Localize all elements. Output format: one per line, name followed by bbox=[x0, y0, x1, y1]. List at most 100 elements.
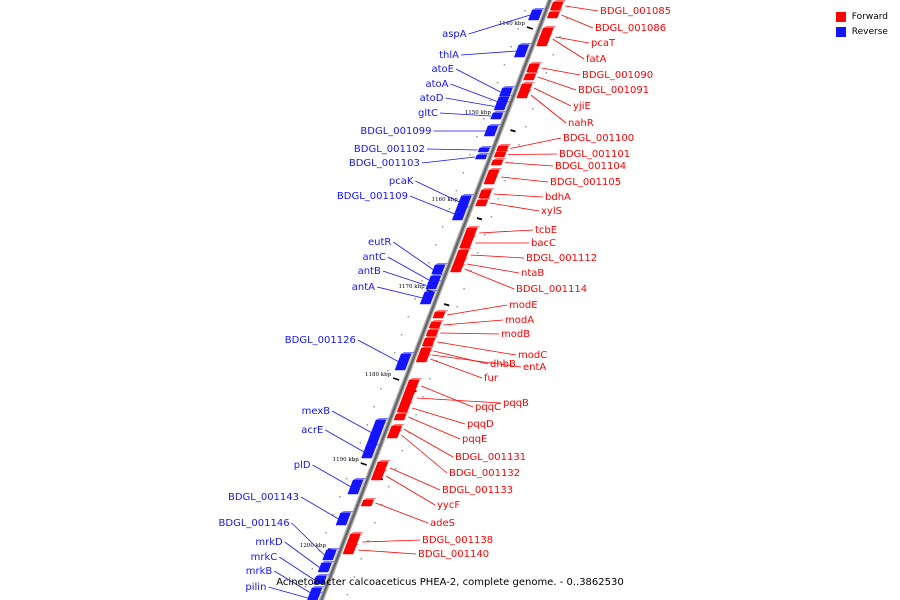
forward-gene-feature-top bbox=[518, 90, 532, 92]
forward-gene-leader bbox=[421, 385, 474, 408]
backbone-dot bbox=[518, 144, 520, 146]
forward-gene-feature-top bbox=[400, 402, 414, 404]
reverse-gene-label: antA bbox=[352, 282, 375, 293]
reverse-gene-leader bbox=[409, 195, 455, 215]
reverse-gene-feature-top bbox=[428, 280, 442, 282]
forward-gene-leader bbox=[466, 263, 520, 274]
forward-gene-label: fur bbox=[484, 373, 499, 384]
backbone-dot bbox=[476, 136, 478, 138]
forward-gene-feature-top bbox=[389, 430, 403, 432]
reverse-gene-label: aspA bbox=[442, 29, 467, 40]
forward-gene-feature-top bbox=[391, 424, 405, 426]
reverse-gene-label: BDGL_001109 bbox=[337, 191, 408, 202]
forward-gene-label: yjiE bbox=[573, 101, 591, 112]
reverse-gene-leader bbox=[415, 180, 460, 203]
reverse-gene-feature bbox=[528, 9, 543, 21]
forward-gene-feature bbox=[523, 73, 537, 81]
reverse-gene-label: atoA bbox=[425, 79, 448, 90]
forward-gene-feature-top bbox=[540, 33, 554, 35]
forward-gene-feature bbox=[475, 199, 489, 207]
forward-gene-feature-top bbox=[409, 378, 423, 380]
forward-gene-feature bbox=[459, 237, 474, 249]
forward-gene-leader bbox=[479, 229, 534, 234]
backbone-dot bbox=[387, 370, 389, 372]
forward-gene-feature-top bbox=[521, 82, 535, 84]
reverse-gene-label: antC bbox=[363, 252, 386, 263]
reverse-gene-feature bbox=[490, 112, 504, 120]
reverse-gene-feature-top bbox=[340, 511, 354, 513]
forward-gene-feature-top bbox=[377, 460, 391, 462]
reverse-gene-feature-top bbox=[496, 101, 510, 103]
forward-gene-label: entA bbox=[523, 362, 546, 373]
reverse-gene-label: atoD bbox=[420, 93, 444, 104]
backbone-dot bbox=[352, 460, 355, 462]
reverse-gene-feature bbox=[475, 154, 488, 160]
forward-gene-feature-top bbox=[425, 336, 439, 338]
backbone-dot bbox=[345, 478, 348, 480]
forward-gene-feature-top bbox=[529, 62, 543, 64]
scale-tick-label: 1180 kbp bbox=[365, 372, 392, 378]
forward-gene-leader bbox=[464, 268, 515, 290]
reverse-gene-feature-top bbox=[375, 418, 389, 420]
reverse-gene-leader bbox=[450, 83, 498, 102]
forward-gene-feature-top bbox=[477, 198, 491, 200]
reverse-gene-label: BDGL_001126 bbox=[285, 335, 356, 346]
forward-gene-label: BDGL_001112 bbox=[526, 253, 597, 264]
backbone-dot bbox=[497, 198, 500, 200]
forward-gene-label: BDGL_001090 bbox=[582, 70, 653, 81]
reverse-gene-leader bbox=[291, 522, 325, 556]
backbone-dot bbox=[462, 172, 464, 174]
scale-tick-label: 1190 kbp bbox=[333, 457, 360, 463]
legend-label-reverse: Reverse bbox=[851, 26, 888, 37]
reverse-gene-leader bbox=[376, 286, 423, 299]
reverse-gene-label: pcaK bbox=[389, 176, 414, 187]
forward-gene-feature bbox=[421, 337, 436, 347]
reverse-gene-leader bbox=[460, 50, 517, 56]
reverse-gene-label: mrkB bbox=[246, 566, 273, 577]
forward-gene-leader bbox=[416, 397, 502, 404]
scale-tick-label: 1160 kbp bbox=[432, 197, 459, 203]
reverse-gene-feature-top bbox=[424, 290, 438, 292]
forward-gene-feature bbox=[478, 189, 492, 199]
forward-gene-leader bbox=[443, 319, 504, 326]
backbone-dot bbox=[504, 180, 506, 182]
forward-gene-feature bbox=[386, 431, 400, 439]
reverse-gene-feature-top bbox=[476, 153, 490, 155]
backbone-dot bbox=[359, 442, 362, 444]
forward-gene-feature-top bbox=[489, 168, 503, 170]
forward-gene-label: BDGL_001105 bbox=[550, 177, 621, 188]
backbone-dot bbox=[428, 262, 430, 264]
forward-gene-label: pqqD bbox=[467, 419, 494, 430]
forward-gene-label: BDGL_001114 bbox=[516, 284, 587, 295]
forward-gene-leader bbox=[440, 332, 500, 335]
forward-gene-label: BDGL_001085 bbox=[600, 6, 671, 17]
backbone-dot bbox=[566, 18, 568, 20]
backbone-dot bbox=[490, 216, 493, 218]
forward-gene-feature bbox=[428, 321, 442, 329]
reverse-gene-leader bbox=[331, 410, 375, 435]
forward-gene-leader bbox=[437, 341, 517, 356]
forward-gene-feature-top bbox=[543, 26, 557, 28]
forward-gene-leader bbox=[375, 502, 429, 524]
backbone-dot bbox=[318, 550, 320, 552]
forward-gene-feature-top bbox=[493, 158, 507, 160]
forward-gene-label: BDGL_001132 bbox=[449, 468, 520, 479]
reverse-gene-feature-top bbox=[326, 548, 340, 550]
backbone-dot bbox=[510, 46, 512, 48]
backbone-dot bbox=[421, 280, 423, 282]
forward-gene-label: xylS bbox=[541, 206, 562, 217]
forward-gene-feature-top bbox=[345, 544, 359, 546]
reverse-gene-label: BDGL_001143 bbox=[228, 492, 299, 503]
forward-gene-feature bbox=[493, 151, 507, 158]
reverse-gene-feature-top bbox=[430, 274, 444, 276]
reverse-gene-feature-top bbox=[353, 478, 367, 480]
reverse-gene-feature-top bbox=[487, 124, 501, 126]
forward-gene-feature-top bbox=[431, 320, 445, 322]
reverse-gene-feature-top bbox=[492, 111, 506, 113]
forward-gene-leader bbox=[431, 354, 522, 368]
reverse-gene-leader bbox=[284, 541, 320, 568]
backbone-dot bbox=[400, 334, 403, 336]
backbone-dot bbox=[325, 532, 327, 534]
